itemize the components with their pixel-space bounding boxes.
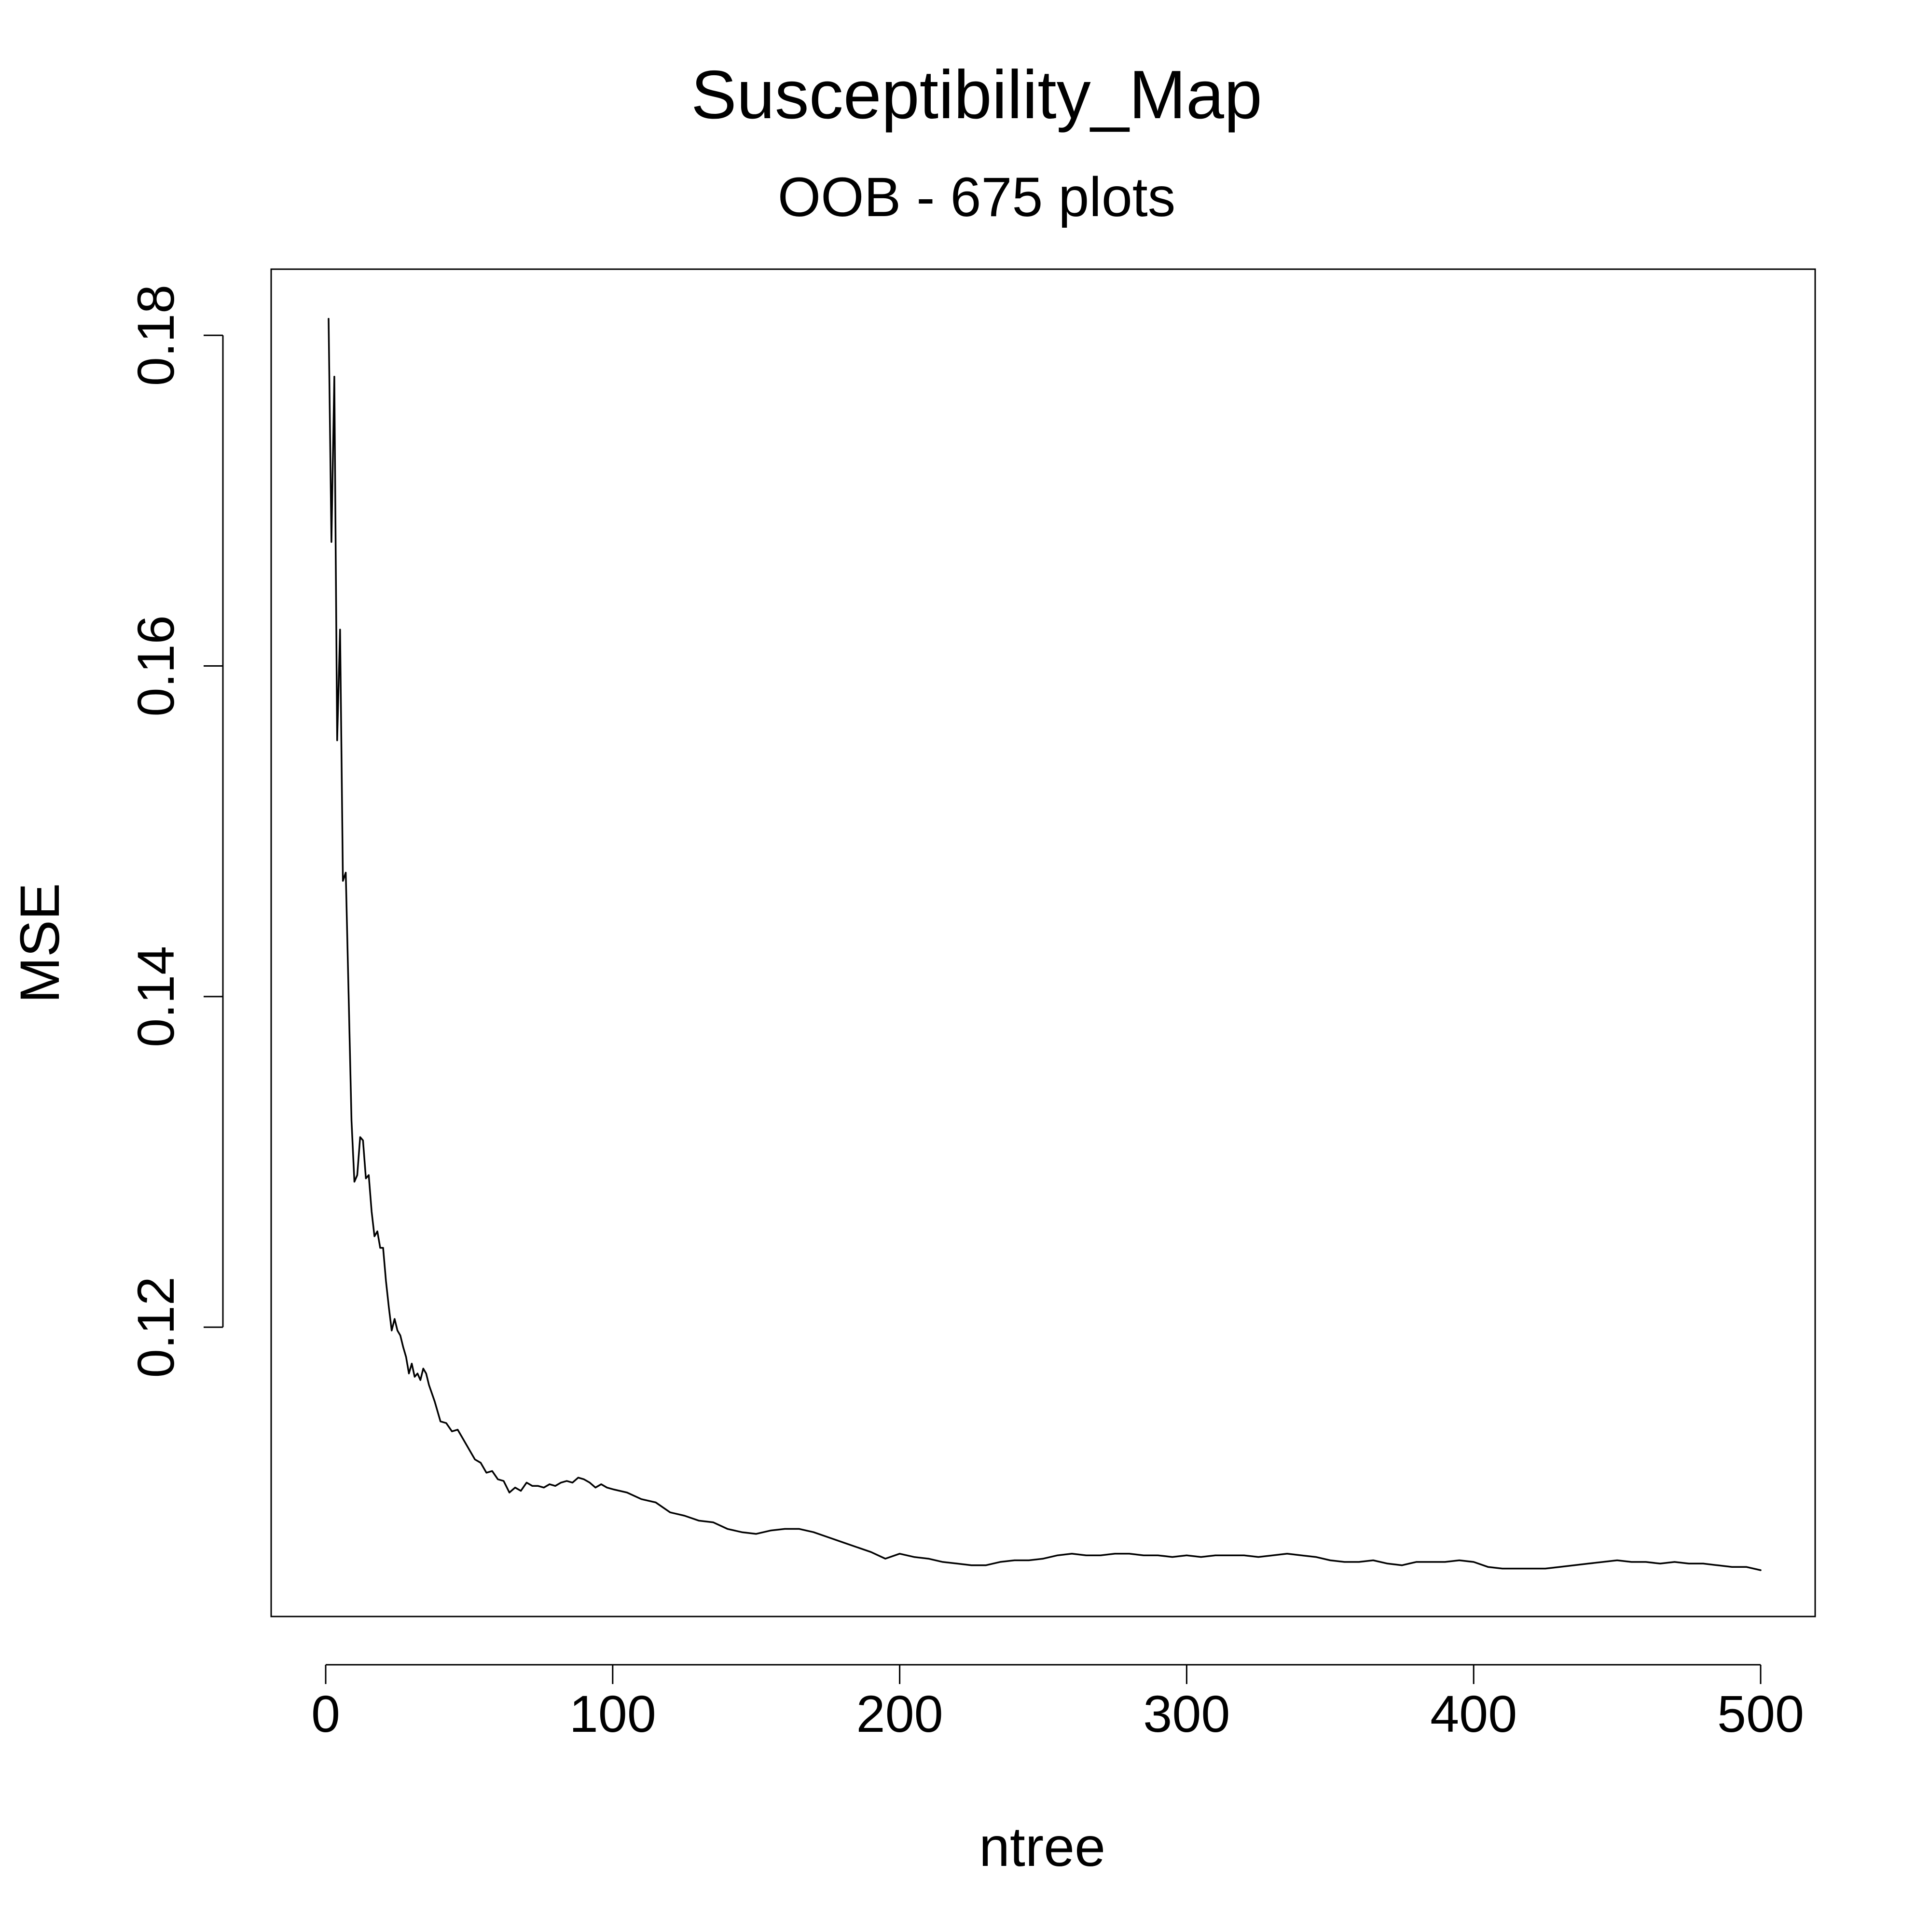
x-axis-label: ntree	[979, 1816, 1105, 1878]
x-tick-label: 300	[1143, 1685, 1230, 1743]
y-tick-label: 0.14	[126, 946, 185, 1047]
y-axis-label: MSE	[9, 883, 71, 1003]
chart-title: Susceptibility_Map	[691, 56, 1262, 133]
mse-series-line	[328, 318, 1762, 1571]
x-tick-label: 0	[311, 1685, 340, 1743]
y-tick-label: 0.16	[126, 615, 185, 716]
y-axis: 0.12 0.14 0.16 0.18	[126, 285, 224, 1378]
x-axis: 0 100 200 300 400 500	[311, 1664, 1804, 1743]
x-tick-label: 200	[856, 1685, 943, 1743]
x-tick-label: 500	[1717, 1685, 1804, 1743]
y-tick-label: 0.12	[126, 1276, 185, 1378]
x-tick-label: 100	[569, 1685, 656, 1743]
y-tick-label: 0.18	[126, 285, 185, 386]
chart-subtitle: OOB - 675 plots	[778, 166, 1176, 228]
plot-frame	[270, 268, 1816, 1617]
x-tick-label: 400	[1430, 1685, 1517, 1743]
